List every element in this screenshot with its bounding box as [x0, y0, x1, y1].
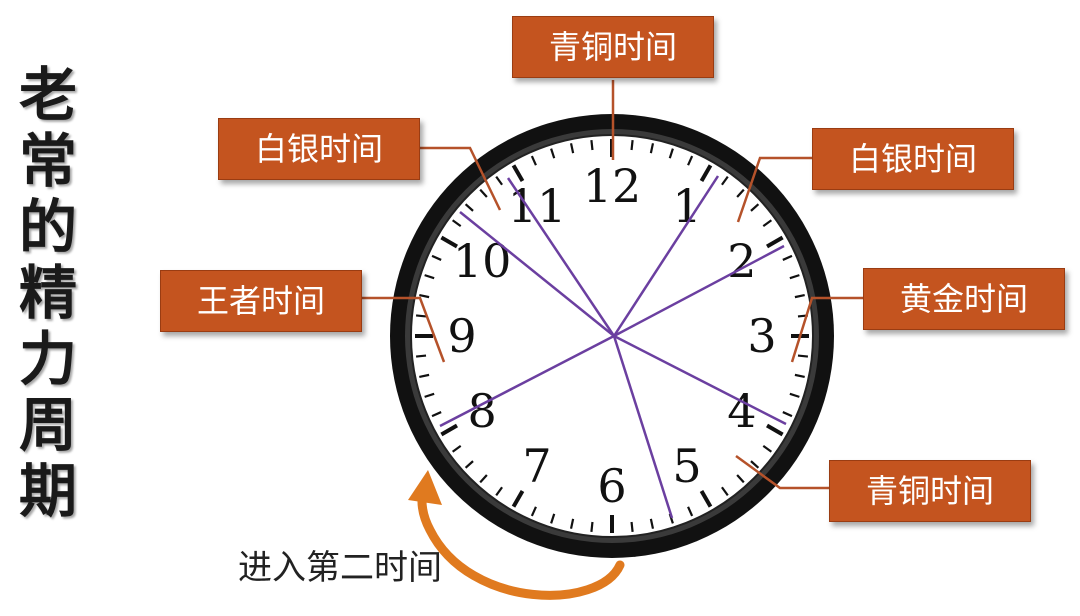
divider-line — [612, 175, 720, 337]
hour-tick — [766, 235, 784, 249]
clock-number-8: 8 — [467, 384, 496, 438]
label-top-bronze: 青铜时间 — [512, 16, 714, 78]
label-lower-right-bronze: 青铜时间 — [829, 460, 1031, 522]
divider-line — [613, 244, 785, 338]
vertical-title-char: 期 — [18, 457, 77, 525]
divider-line — [613, 334, 787, 426]
minute-tick — [415, 314, 427, 318]
divider-line — [459, 211, 615, 337]
clock-number-2: 2 — [727, 234, 756, 288]
minute-tick — [649, 518, 655, 529]
leader-lines — [362, 80, 863, 490]
minute-tick — [569, 143, 575, 154]
clock-number-5: 5 — [672, 439, 701, 493]
minute-tick — [797, 354, 809, 358]
minute-tick — [590, 139, 594, 151]
minute-tick — [789, 392, 800, 398]
minute-tick — [721, 486, 729, 497]
minute-tick — [649, 143, 655, 154]
minute-tick — [630, 521, 634, 533]
vertical-title: 老常的精力周期 — [8, 62, 88, 524]
minute-tick — [431, 411, 442, 418]
leader-line — [362, 296, 446, 363]
hour-tick — [511, 164, 525, 182]
purple-divider-lines — [439, 175, 787, 519]
vertical-title-char: 老 — [18, 61, 77, 129]
minute-tick — [424, 274, 435, 280]
minute-tick — [630, 139, 634, 151]
clock-number-9: 9 — [447, 309, 476, 363]
clock-number-3: 3 — [747, 309, 776, 363]
label-left-king: 王者时间 — [160, 270, 362, 332]
minute-tick — [530, 506, 537, 517]
clock-ticks — [415, 139, 809, 533]
label-upper-right-silver: 白银时间 — [812, 128, 1014, 190]
minute-tick — [419, 293, 430, 299]
clock-number-11: 11 — [508, 179, 567, 233]
hour-tick — [699, 490, 713, 508]
divider-line — [612, 335, 674, 519]
enter-second-time-text: 进入第二时间 — [238, 548, 442, 588]
minute-tick — [687, 155, 694, 166]
minute-tick — [479, 188, 488, 198]
minute-tick — [789, 274, 800, 280]
label-upper-left-silver: 白银时间 — [218, 118, 420, 180]
minute-tick — [451, 445, 462, 453]
minute-tick — [495, 175, 503, 186]
minute-tick — [736, 188, 745, 198]
minute-tick — [550, 148, 556, 159]
vertical-title-char: 常 — [18, 127, 77, 195]
hour-tick — [440, 423, 458, 437]
vertical-title-char: 精 — [18, 259, 77, 327]
leader-line — [790, 296, 863, 363]
minute-tick — [495, 486, 503, 497]
hour-tick — [440, 235, 458, 249]
label-right-gold: 黄金时间 — [863, 268, 1065, 330]
minute-tick — [794, 373, 805, 379]
vertical-title-char: 力 — [18, 325, 77, 393]
vertical-title-char: 的 — [18, 193, 77, 261]
minute-tick — [415, 354, 427, 358]
minute-tick — [762, 219, 773, 227]
minute-tick — [762, 445, 773, 453]
minute-tick — [419, 373, 430, 379]
minute-tick — [431, 254, 442, 261]
minute-tick — [750, 203, 760, 212]
hour-tick — [511, 490, 525, 508]
hour-tick — [699, 164, 713, 182]
vertical-title-char: 周 — [18, 391, 77, 459]
clock-number-4: 4 — [727, 384, 756, 438]
minute-tick — [464, 203, 474, 212]
leader-line — [420, 146, 502, 211]
minute-tick — [550, 513, 556, 524]
minute-tick — [590, 521, 594, 533]
minute-tick — [464, 460, 474, 469]
minute-tick — [750, 460, 760, 469]
minute-tick — [530, 155, 537, 166]
clock-number-12: 12 — [583, 159, 642, 213]
leader-line — [736, 156, 812, 223]
minute-tick — [782, 411, 793, 418]
minute-tick — [721, 175, 729, 186]
leader-line — [735, 454, 829, 490]
curved-arrow — [417, 481, 625, 600]
divider-line — [506, 177, 616, 337]
clock-number-10: 10 — [453, 234, 512, 288]
minute-tick — [782, 254, 793, 261]
hour-tick — [766, 423, 784, 437]
clock-number-7: 7 — [522, 439, 551, 493]
minute-tick — [451, 219, 462, 227]
minute-tick — [569, 518, 575, 529]
minute-tick — [424, 392, 435, 398]
minute-tick — [687, 506, 694, 517]
minute-tick — [736, 474, 745, 484]
minute-tick — [794, 293, 805, 299]
minute-tick — [668, 148, 674, 159]
curved-arrow-head — [408, 470, 442, 505]
minute-tick — [479, 474, 488, 484]
divider-line — [439, 334, 615, 428]
clock-number-6: 6 — [597, 459, 626, 513]
